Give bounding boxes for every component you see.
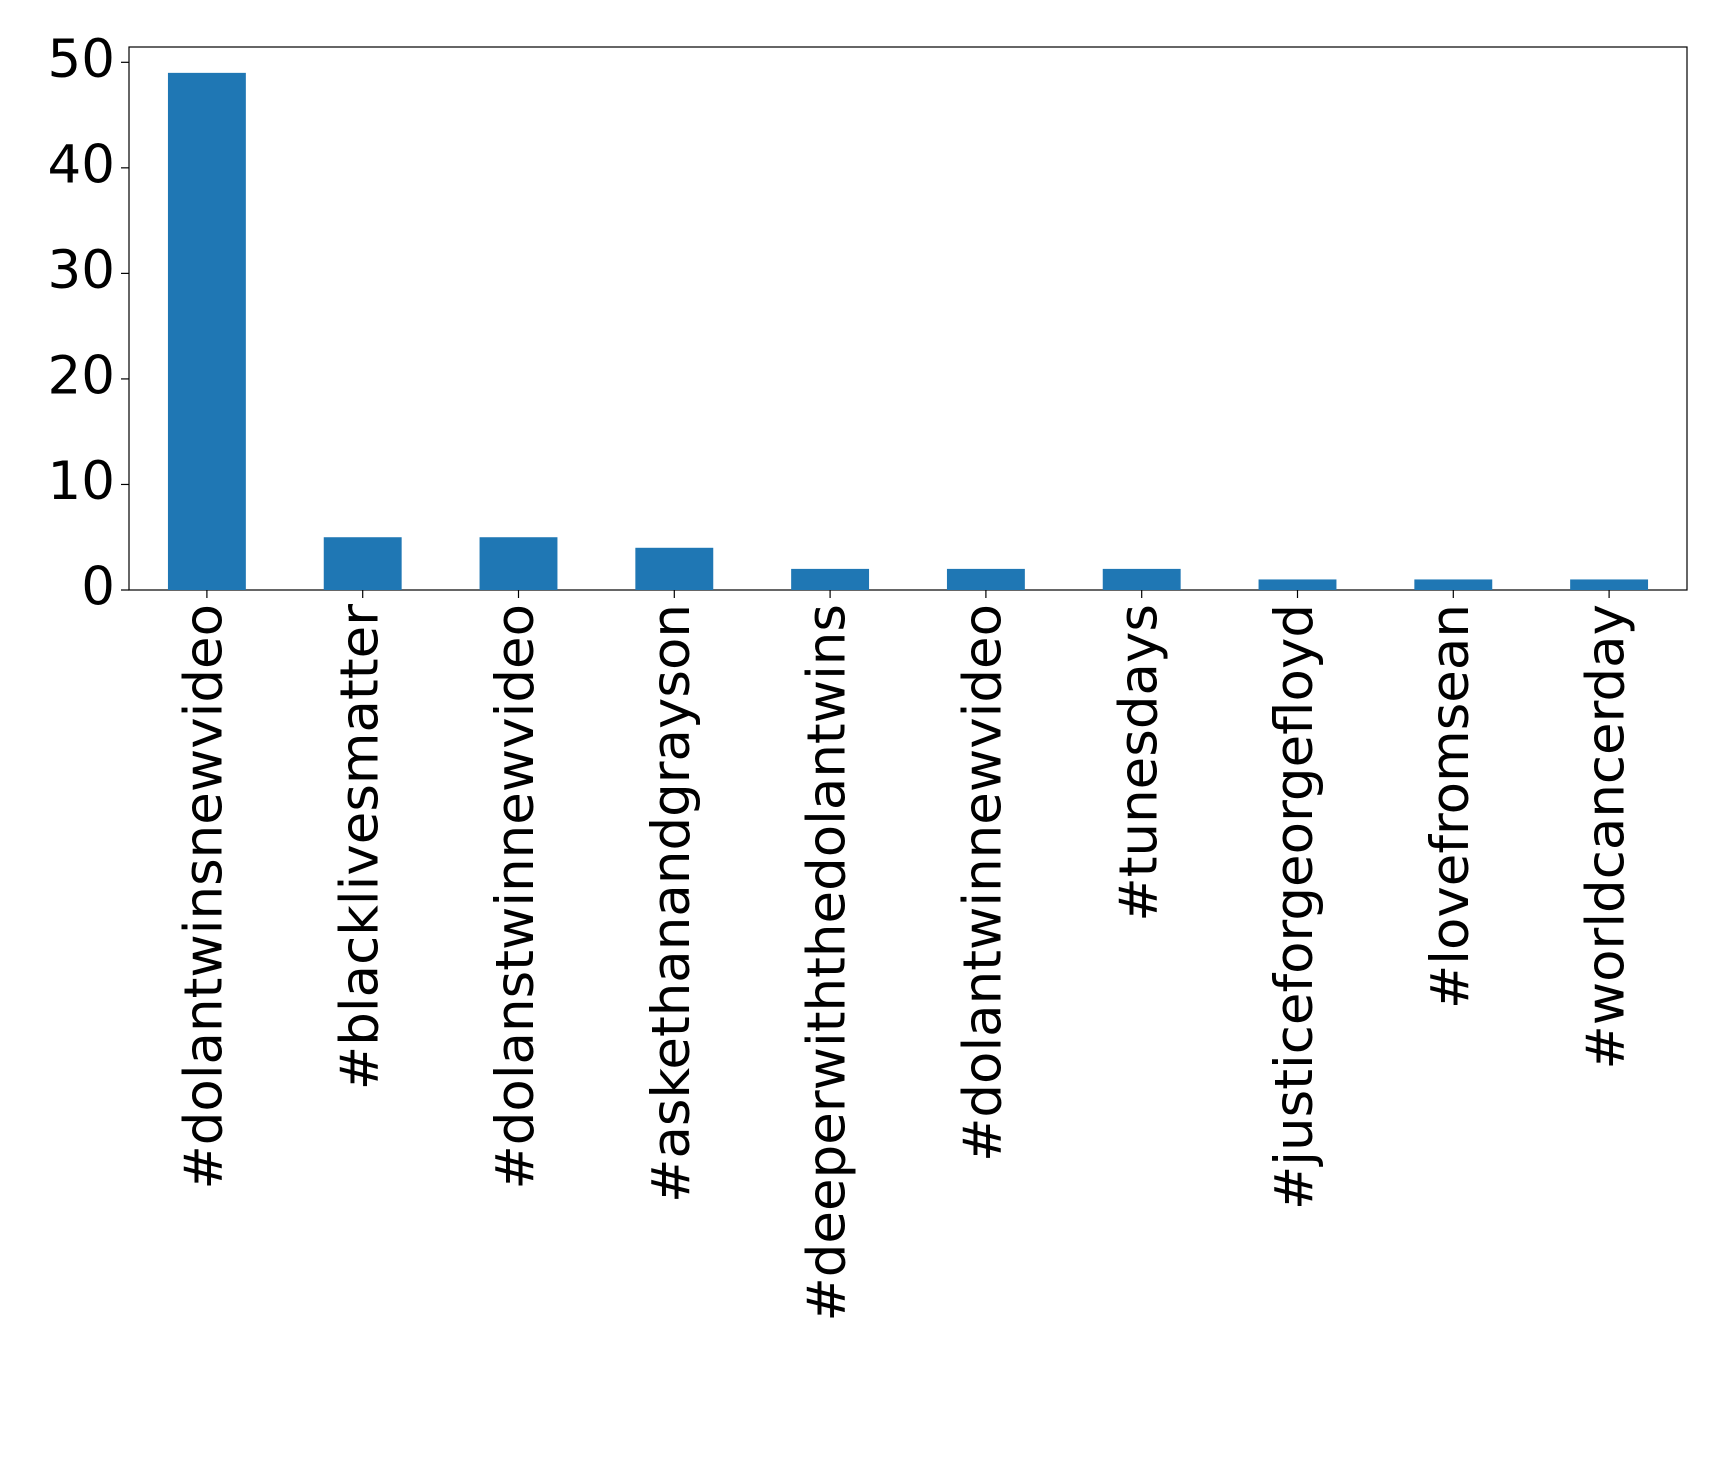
x-tick-label: #dolanstwinnewvideo [485, 604, 546, 1190]
y-tick-label: 30 [48, 240, 115, 301]
bar [167, 72, 246, 591]
x-tick-label: #justiceforgeorgefloyd [1264, 604, 1325, 1210]
y-tick-label: 10 [48, 451, 115, 512]
y-tick-label: 40 [48, 134, 115, 195]
bar [946, 568, 1025, 590]
x-tick-label: #deeperwiththedolantwins [797, 604, 858, 1322]
x-tick-label: #dolantwinnewvideo [953, 604, 1014, 1162]
x-tick-label: #lovefromsean [1420, 604, 1481, 1009]
bar [1258, 579, 1337, 590]
bar [323, 537, 402, 590]
x-tick-label: #tunesdays [1108, 604, 1169, 922]
x-tick-label: #askethanandgrayson [641, 604, 702, 1203]
y-tick-label: 0 [81, 557, 115, 618]
bar [791, 568, 870, 590]
bar [1102, 568, 1181, 590]
bar [1414, 579, 1493, 590]
bar [635, 547, 714, 590]
bar [479, 537, 558, 590]
axes-frame [128, 46, 1688, 591]
x-tick-label: #dolantwinsnewvideo [174, 604, 235, 1190]
y-tick-label: 20 [48, 346, 115, 407]
bar [1570, 579, 1649, 590]
x-tick-label: #worldcancerday [1576, 604, 1637, 1070]
y-tick-label: 50 [48, 29, 115, 90]
x-tick-label: #blacklivesmatter [329, 604, 390, 1090]
